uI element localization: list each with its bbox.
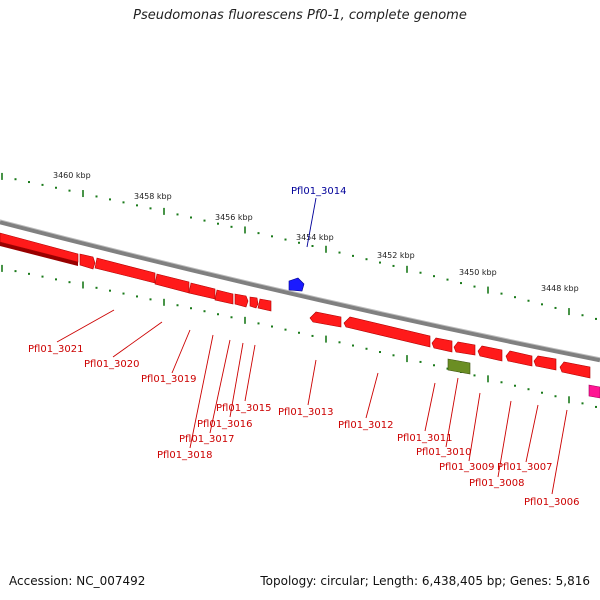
kbp-scale: [1, 172, 597, 320]
kbp-label-3452: 3452 kbp: [377, 251, 415, 260]
gene-label-3021[interactable]: Pfl01_3021: [28, 344, 84, 355]
gene-label-3015[interactable]: Pfl01_3015: [216, 403, 272, 414]
gene-label-3007[interactable]: Pfl01_3007: [497, 462, 553, 473]
gene-features: [0, 232, 600, 399]
gene-feature-3010[interactable]: [447, 358, 471, 375]
accession-text: Accession: NC_007492: [9, 574, 146, 588]
gene-feature-3008[interactable]: [505, 350, 533, 367]
label-leaders: [56, 197, 568, 495]
gene-label-3017[interactable]: Pfl01_3017: [179, 434, 235, 445]
gene-label-3016[interactable]: Pfl01_3016: [197, 419, 253, 430]
gene-label-3018[interactable]: Pfl01_3018: [157, 450, 213, 461]
gene-labels: Pfl01_3021 Pfl01_3020 Pfl01_3019 Pfl01_3…: [28, 186, 580, 508]
gene-label-3010[interactable]: Pfl01_3010: [416, 447, 472, 458]
gene-feature-3020-a[interactable]: [79, 253, 96, 270]
gene-label-3012[interactable]: Pfl01_3012: [338, 420, 394, 431]
gene-feature-3016[interactable]: [234, 293, 249, 308]
kbp-label-3456: 3456 kbp: [215, 213, 253, 222]
gene-feature-3015-b[interactable]: [257, 298, 272, 312]
genome-backbone: [0, 219, 600, 363]
gene-label-3020[interactable]: Pfl01_3020: [84, 359, 140, 370]
kbp-labels: 3460 kbp 3458 kbp 3456 kbp 3454 kbp 3452…: [53, 171, 579, 293]
gene-position-ticks: [1, 264, 597, 408]
gene-feature-3009[interactable]: [477, 345, 503, 362]
map-title: Pseudomonas fluorescens Pf0-1, complete …: [133, 8, 467, 23]
gene-feature-3015[interactable]: [249, 296, 259, 309]
gene-feature-3013[interactable]: [309, 311, 342, 328]
gene-label-3013[interactable]: Pfl01_3013: [278, 407, 334, 418]
gene-label-3011[interactable]: Pfl01_3011: [397, 433, 453, 444]
gene-feature-3006[interactable]: [559, 361, 591, 379]
gene-feature-3018[interactable]: [188, 282, 216, 300]
kbp-label-3460: 3460 kbp: [53, 171, 91, 180]
gene-feature-3017[interactable]: [214, 289, 234, 305]
gene-label-3006[interactable]: Pfl01_3006: [524, 497, 580, 508]
gene-label-3019[interactable]: Pfl01_3019: [141, 374, 197, 385]
kbp-label-3448: 3448 kbp: [541, 284, 579, 293]
gene-feature-3011[interactable]: [431, 337, 453, 353]
gene-feature-3005[interactable]: [588, 384, 600, 399]
kbp-label-3454: 3454 kbp: [296, 233, 334, 242]
gene-label-3014[interactable]: Pfl01_3014: [291, 186, 347, 197]
kbp-label-3458: 3458 kbp: [134, 192, 172, 201]
gene-feature-3007[interactable]: [533, 355, 557, 371]
gene-label-3009[interactable]: Pfl01_3009: [439, 462, 495, 473]
gene-feature-3021-shadow: [0, 242, 78, 266]
gene-label-3008[interactable]: Pfl01_3008: [469, 478, 525, 489]
gene-feature-3019[interactable]: [154, 273, 190, 294]
kbp-label-3450: 3450 kbp: [459, 268, 497, 277]
gene-feature-3020[interactable]: [94, 257, 156, 284]
genome-summary-text: Topology: circular; Length: 6,438,405 bp…: [260, 574, 590, 588]
gene-feature-3014[interactable]: [288, 277, 305, 292]
gene-feature-3010-red[interactable]: [453, 341, 476, 356]
gene-feature-3012[interactable]: [343, 316, 431, 348]
